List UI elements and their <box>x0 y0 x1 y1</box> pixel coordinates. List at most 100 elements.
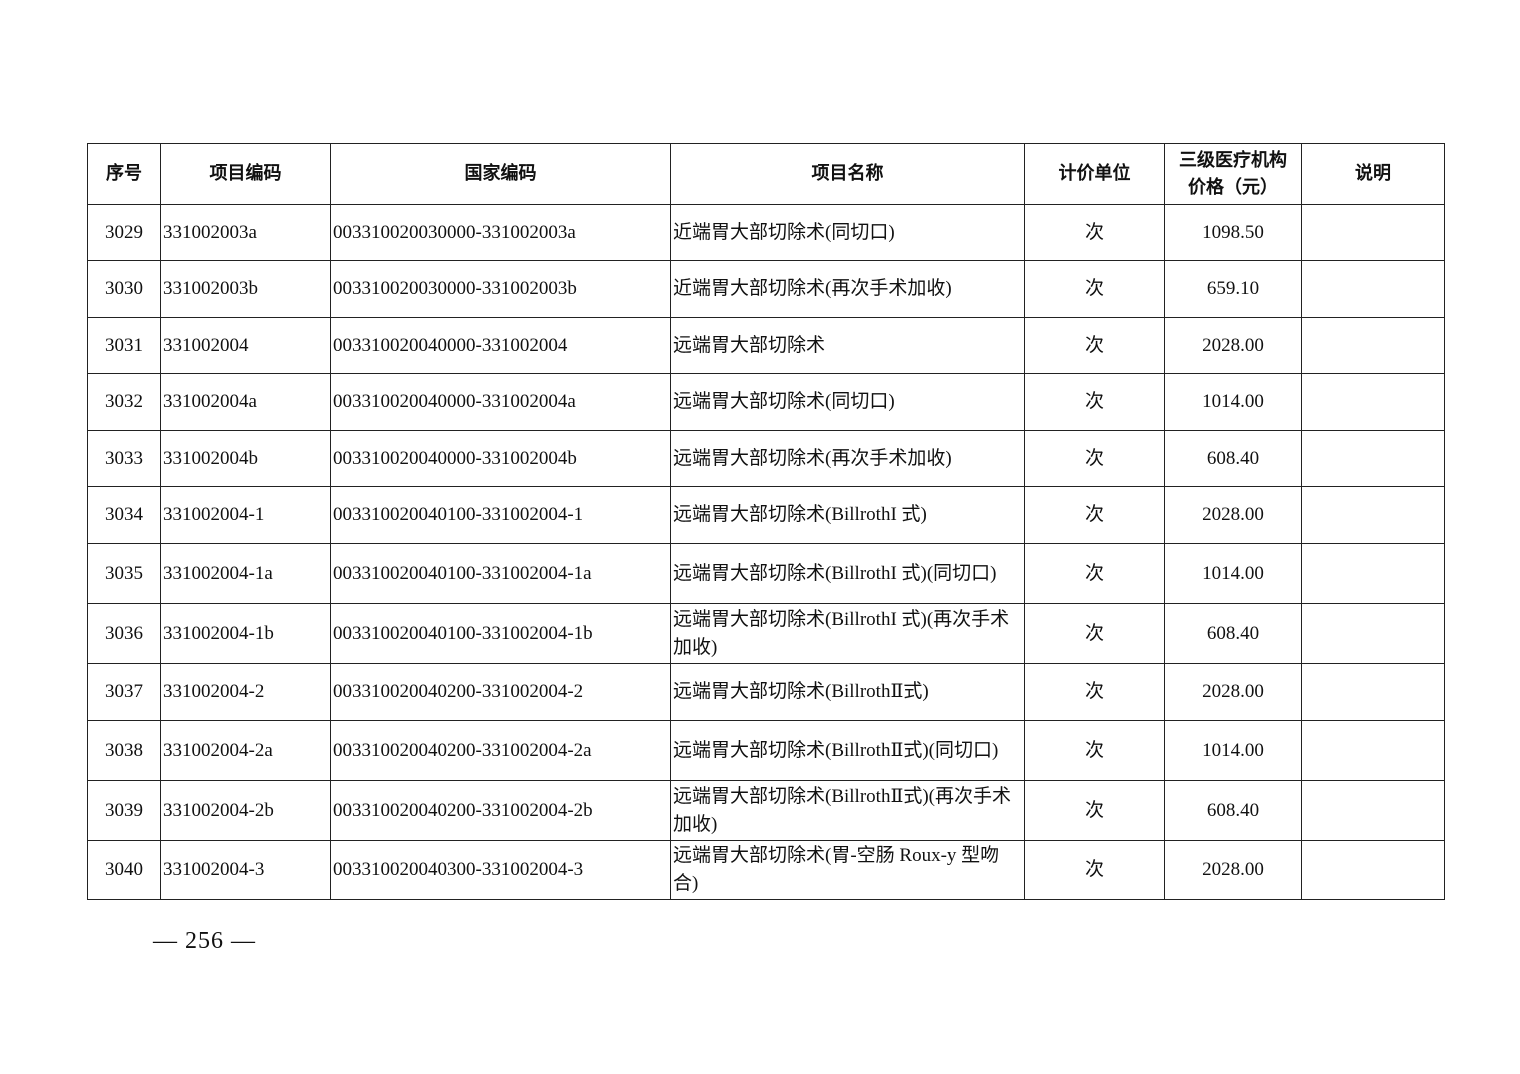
cell-item-name: 远端胃大部切除术 <box>670 317 1025 374</box>
cell-seq: 3034 <box>87 486 161 544</box>
cell-seq: 3038 <box>87 720 161 781</box>
cell-item-name: 近端胃大部切除术(再次手术加收) <box>670 260 1025 318</box>
cell-unit: 次 <box>1024 663 1165 721</box>
cell-national-code: 003310020040100-331002004-1 <box>330 486 671 544</box>
cell-note <box>1301 603 1445 664</box>
table-row: 3030 331002003b 003310020030000-331002003b… <box>87 260 1445 318</box>
cell-item-code: 331002004-1 <box>160 486 331 544</box>
cell-item-code: 331002004b <box>160 430 331 487</box>
cell-national-code: 003310020040000-331002004 <box>330 317 671 374</box>
cell-national-code: 003310020040000-331002004b <box>330 430 671 487</box>
cell-price: 1014.00 <box>1164 720 1302 781</box>
cell-price: 1014.00 <box>1164 543 1302 604</box>
cell-unit: 次 <box>1024 204 1165 261</box>
cell-national-code: 003310020040100-331002004-1a <box>330 543 671 604</box>
page-number: — 256 — <box>153 928 256 954</box>
cell-item-code: 331002004-1a <box>160 543 331 604</box>
table-row: 3034 331002004-1 003310020040100-331002004… <box>87 486 1445 544</box>
cell-unit: 次 <box>1024 430 1165 487</box>
cell-price: 1098.50 <box>1164 204 1302 261</box>
cell-unit: 次 <box>1024 720 1165 781</box>
table-row: 3040 331002004-3 003310020040300-331002004… <box>87 840 1445 900</box>
header-row: 序号 项目编码 国家编码 项目名称 计价单位 三级医疗机构 价格（元） 说明 <box>87 143 1445 205</box>
cell-unit: 次 <box>1024 373 1165 431</box>
cell-national-code: 003310020040200-331002004-2b <box>330 780 671 841</box>
cell-item-code: 331002003b <box>160 260 331 318</box>
cell-price: 608.40 <box>1164 603 1302 664</box>
cell-note <box>1301 486 1445 544</box>
cell-price: 608.40 <box>1164 780 1302 841</box>
header-item-name: 项目名称 <box>670 143 1025 205</box>
cell-item-name: 远端胃大部切除术(BillrothⅡ式)(同切口) <box>670 720 1025 781</box>
table-row: 3039 331002004-2b 003310020040200-33100200… <box>87 780 1445 841</box>
cell-item-name: 远端胃大部切除术(再次手术加收) <box>670 430 1025 487</box>
cell-note <box>1301 663 1445 721</box>
cell-price: 2028.00 <box>1164 486 1302 544</box>
header-note: 说明 <box>1301 143 1445 205</box>
cell-seq: 3040 <box>87 840 161 900</box>
cell-seq: 3035 <box>87 543 161 604</box>
cell-national-code: 003310020030000-331002003b <box>330 260 671 318</box>
cell-seq: 3037 <box>87 663 161 721</box>
cell-national-code: 003310020030000-331002003a <box>330 204 671 261</box>
cell-note <box>1301 373 1445 431</box>
cell-national-code: 003310020040000-331002004a <box>330 373 671 431</box>
header-price: 三级医疗机构 价格（元） <box>1164 143 1302 205</box>
cell-price: 2028.00 <box>1164 317 1302 374</box>
cell-seq: 3030 <box>87 260 161 318</box>
cell-seq: 3029 <box>87 204 161 261</box>
cell-seq: 3036 <box>87 603 161 664</box>
cell-note <box>1301 840 1445 900</box>
cell-note <box>1301 204 1445 261</box>
cell-item-name: 远端胃大部切除术(BillrothI 式)(再次手术加收) <box>670 603 1025 664</box>
cell-item-name: 远端胃大部切除术(同切口) <box>670 373 1025 431</box>
cell-unit: 次 <box>1024 260 1165 318</box>
cell-price: 659.10 <box>1164 260 1302 318</box>
cell-note <box>1301 260 1445 318</box>
header-item-code: 项目编码 <box>160 143 331 205</box>
table-row: 3037 331002004-2 003310020040200-331002004… <box>87 663 1445 721</box>
cell-national-code: 003310020040300-331002004-3 <box>330 840 671 900</box>
cell-item-code: 331002004-3 <box>160 840 331 900</box>
cell-item-code: 331002004-2b <box>160 780 331 841</box>
cell-price: 2028.00 <box>1164 663 1302 721</box>
cell-item-name: 远端胃大部切除术(BillrothⅡ式) <box>670 663 1025 721</box>
table-row: 3032 331002004a 003310020040000-331002004a… <box>87 373 1445 431</box>
cell-note <box>1301 780 1445 841</box>
cell-note <box>1301 543 1445 604</box>
cell-unit: 次 <box>1024 543 1165 604</box>
cell-note <box>1301 720 1445 781</box>
cell-item-name: 远端胃大部切除术(BillrothI 式) <box>670 486 1025 544</box>
cell-item-name: 远端胃大部切除术(BillrothI 式)(同切口) <box>670 543 1025 604</box>
cell-item-name: 远端胃大部切除术(BillrothⅡ式)(再次手术加收) <box>670 780 1025 841</box>
cell-item-code: 331002004-1b <box>160 603 331 664</box>
cell-item-code: 331002004a <box>160 373 331 431</box>
cell-price: 2028.00 <box>1164 840 1302 900</box>
cell-unit: 次 <box>1024 603 1165 664</box>
table-row: 3038 331002004-2a 003310020040200-33100200… <box>87 720 1445 781</box>
header-seq: 序号 <box>87 143 161 205</box>
cell-seq: 3031 <box>87 317 161 374</box>
cell-unit: 次 <box>1024 840 1165 900</box>
cell-unit: 次 <box>1024 780 1165 841</box>
cell-item-code: 331002003a <box>160 204 331 261</box>
cell-seq: 3033 <box>87 430 161 487</box>
cell-price: 608.40 <box>1164 430 1302 487</box>
table-row: 3035 331002004-1a 003310020040100-33100200… <box>87 543 1445 604</box>
cell-note <box>1301 317 1445 374</box>
price-table: 序号 项目编码 国家编码 项目名称 计价单位 三级医疗机构 价格（元） 说明 3029 331… <box>87 143 1445 900</box>
cell-unit: 次 <box>1024 486 1165 544</box>
cell-seq: 3032 <box>87 373 161 431</box>
cell-national-code: 003310020040100-331002004-1b <box>330 603 671 664</box>
cell-seq: 3039 <box>87 780 161 841</box>
cell-national-code: 003310020040200-331002004-2a <box>330 720 671 781</box>
cell-item-name: 远端胃大部切除术(胃-空肠 Roux-y 型吻合) <box>670 840 1025 900</box>
header-unit: 计价单位 <box>1024 143 1165 205</box>
cell-national-code: 003310020040200-331002004-2 <box>330 663 671 721</box>
header-national-code: 国家编码 <box>330 143 671 205</box>
table-row: 3031 331002004 003310020040000-331002004 远端… <box>87 317 1445 374</box>
cell-unit: 次 <box>1024 317 1165 374</box>
table-row: 3029 331002003a 003310020030000-331002003a… <box>87 204 1445 261</box>
cell-price: 1014.00 <box>1164 373 1302 431</box>
cell-item-code: 331002004-2 <box>160 663 331 721</box>
